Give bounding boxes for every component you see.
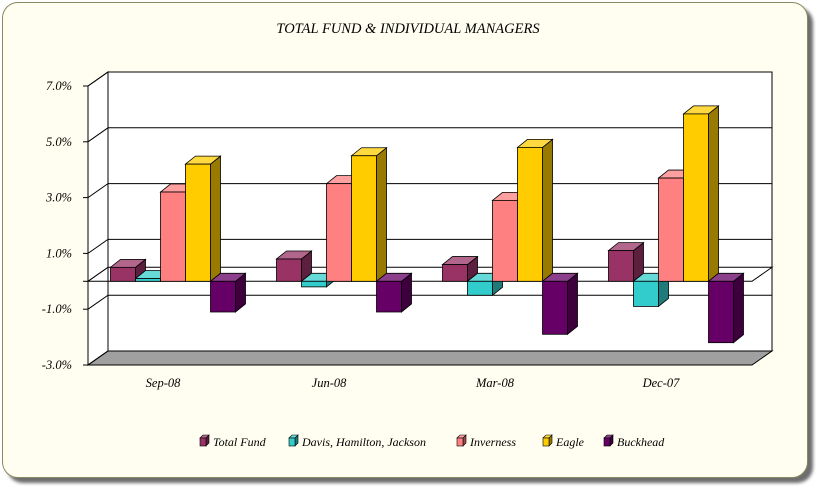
legend-item: Davis, Hamilton, Jackson: [288, 434, 426, 449]
bar-front: [683, 113, 709, 282]
bar-front: [708, 280, 734, 344]
gridline: [87, 350, 772, 366]
gridline: [87, 127, 772, 143]
bar-front: [135, 278, 161, 282]
legend-swatch: [456, 437, 464, 447]
legend-item: Inverness: [456, 434, 516, 449]
bar-front: [658, 177, 684, 282]
bar-eagle-jun-08: [350, 146, 388, 283]
chart-bars: [109, 105, 745, 344]
bar-eagle-dec-07: [682, 105, 720, 283]
bar-buckhead-jun-08: [375, 272, 413, 313]
bar-front: [301, 280, 327, 288]
bar-front: [160, 191, 186, 282]
bar-front: [633, 280, 659, 307]
bar-total-fund-jun-08: [275, 250, 313, 283]
y-axis-ticks: -3.0% -1.0% 1.0% 3.0% 5.0% 7.0%: [42, 79, 88, 372]
bar-total-fund-sep-08: [109, 258, 147, 283]
y-tick-label: 5.0%: [46, 135, 72, 149]
bar-buckhead-mar-08: [541, 272, 579, 336]
x-tick-label: Dec-07: [642, 376, 681, 390]
bar-front: [517, 146, 543, 282]
y-tick-label: 1.0%: [46, 246, 72, 260]
bar-eagle-mar-08: [516, 138, 554, 283]
legend-swatch: [199, 437, 207, 447]
bar-total-fund-dec-07: [607, 241, 645, 283]
bar-front: [492, 199, 518, 282]
legend-item: Total Fund: [199, 434, 267, 449]
bar-side: [733, 272, 744, 344]
x-tick-label: Sep-08: [146, 376, 181, 390]
bar-side: [708, 105, 719, 283]
chart-legend: Total Fund Davis, Hamilton, Jackson Invern…: [199, 434, 665, 449]
legend-swatch: [288, 437, 296, 447]
legend-label: Eagle: [555, 435, 585, 449]
bar-front: [110, 266, 136, 282]
bar-side: [542, 138, 553, 283]
bar-front: [542, 280, 568, 335]
x-tick-label: Mar-08: [475, 376, 515, 390]
side-wall: [87, 71, 109, 366]
legend-label: Inverness: [469, 435, 516, 449]
bar-front: [608, 250, 634, 282]
bar-front: [376, 280, 402, 313]
legend-swatch: [603, 437, 611, 447]
x-tick-label: Jun-08: [312, 376, 347, 390]
bar-buckhead-sep-08: [209, 272, 247, 313]
bar-front: [326, 183, 352, 282]
bar-front: [442, 264, 468, 282]
y-tick-label: 3.0%: [45, 191, 72, 205]
y-tick-label: -3.0%: [42, 358, 72, 372]
bar-front: [276, 258, 302, 282]
legend-swatch: [542, 437, 550, 447]
legend-item: Eagle: [542, 434, 585, 449]
bar-eagle-sep-08: [184, 155, 222, 283]
chart-gridlines: [87, 71, 772, 366]
legend-item: Buckhead: [603, 434, 665, 449]
bar-total-fund-mar-08: [441, 255, 479, 283]
bar-side: [567, 272, 578, 336]
bar-buckhead-dec-07: [707, 272, 745, 344]
floor: [86, 350, 774, 366]
y-tick-label: -1.0%: [42, 302, 72, 316]
legend-label: Davis, Hamilton, Jackson: [301, 435, 426, 449]
bar-side: [376, 146, 387, 283]
y-tick-label: 7.0%: [46, 79, 72, 93]
legend-label: Total Fund: [213, 435, 267, 449]
bar-front: [351, 155, 377, 282]
chart-title: TOTAL FUND & INDIVIDUAL MANAGERS: [276, 21, 540, 37]
x-axis-ticks: Sep-08 Jun-08 Mar-08 Dec-07: [146, 376, 680, 390]
legend-label: Buckhead: [617, 435, 665, 449]
bar-front: [210, 280, 236, 313]
bar-front: [467, 280, 493, 296]
bar-front: [185, 163, 211, 282]
bar-side: [210, 155, 221, 283]
gridline: [87, 71, 772, 87]
